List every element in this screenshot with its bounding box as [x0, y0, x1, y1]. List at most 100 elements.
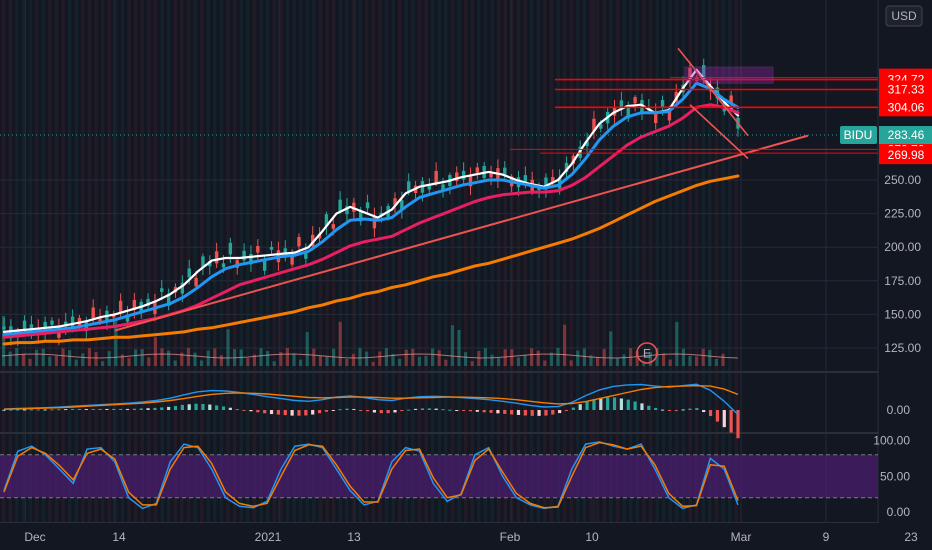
volume-stripe [2, 0, 6, 522]
earnings-marker: E [636, 342, 658, 364]
last-price-tag-bg [879, 126, 932, 145]
volume-stripe [120, 0, 125, 522]
macd-histogram-bar [372, 410, 377, 413]
volume-bar [701, 348, 705, 366]
volume-bar [615, 358, 619, 366]
volume-stripe [219, 0, 224, 522]
volume-bar [173, 360, 177, 366]
volume-bar [186, 348, 190, 366]
symbol-tag-label: BIDU [844, 128, 873, 142]
macd-histogram-bar [9, 409, 13, 411]
macd-histogram-bar [674, 410, 678, 411]
volume-bar [8, 351, 12, 366]
volume-stripe [365, 0, 369, 522]
candle-body [599, 124, 603, 129]
macd-histogram-bar [606, 397, 610, 410]
last-price-tag: 283.46 [879, 126, 932, 145]
macd-histogram-bar [22, 409, 27, 411]
macd-histogram-bar [413, 408, 418, 410]
wedge-line-upper [677, 47, 749, 137]
volume-stripe [543, 0, 547, 522]
macd-histogram-bar [249, 410, 253, 412]
candle-body [249, 253, 253, 265]
macd-histogram-bar [640, 403, 644, 410]
price-tick-label: 225.00 [884, 207, 921, 221]
candle-body [427, 185, 432, 190]
volume-bar [266, 351, 270, 366]
volume-stripe [21, 0, 26, 522]
volume-stripe [523, 0, 527, 522]
stochastic-tick-label: 100.00 [873, 434, 910, 448]
macd-histogram-bar [139, 408, 143, 410]
volume-stripe [609, 0, 613, 522]
volume-stripe [549, 0, 554, 522]
macd-histogram-bar [379, 410, 383, 414]
candle-body [50, 320, 54, 325]
volume-bar [61, 348, 65, 366]
macd-histogram-bar [64, 409, 68, 411]
candle-body [297, 237, 301, 247]
macd-histogram-bar [77, 408, 82, 410]
volume-bar [510, 349, 514, 366]
candle-body [633, 97, 637, 104]
volume-stripe [629, 0, 633, 522]
volume-stripe [536, 0, 540, 522]
volume-stripe [384, 0, 389, 522]
macd-histogram-bar [84, 408, 88, 410]
macd-histogram-bar [70, 408, 75, 410]
candle-body [228, 242, 233, 255]
macd-histogram-bar [578, 404, 582, 410]
macd-histogram-bar [619, 398, 623, 410]
volume-bar [490, 354, 494, 366]
support-trendline [114, 134, 809, 332]
volume-bar [721, 353, 725, 366]
price-level-tag: 317.33 [879, 80, 932, 99]
volume-bar [358, 348, 362, 366]
volume-stripe [596, 0, 600, 522]
volume-stripe [398, 0, 402, 522]
volume-bar [48, 356, 52, 366]
candle-body [585, 141, 589, 146]
macd-histogram-bar [516, 410, 521, 415]
candle-body [112, 314, 116, 318]
volume-bar [272, 361, 276, 366]
volume-stripe [728, 0, 732, 522]
macd-histogram-bar [722, 410, 726, 428]
volume-stripe [655, 0, 659, 522]
volume-bar [74, 359, 78, 366]
volume-stripe [206, 0, 210, 522]
volume-stripe [417, 0, 422, 522]
macd-histogram-bar [160, 407, 164, 410]
macd-histogram-bar [119, 408, 123, 410]
volume-stripe [688, 0, 692, 522]
macd-histogram-bar [695, 408, 699, 410]
macd-histogram-bar [311, 410, 315, 415]
macd-histogram-bar [455, 410, 459, 411]
volume-stripe [285, 0, 290, 522]
price-pane: E [0, 47, 878, 366]
currency-label: USD [891, 9, 917, 23]
candle-body [160, 288, 164, 292]
volume-bar [153, 337, 157, 366]
candle-body [393, 198, 397, 206]
volume-bar [431, 348, 435, 366]
macd-histogram-bar [125, 408, 130, 410]
volume-bar [424, 355, 428, 366]
time-tick-label: 14 [112, 530, 126, 544]
macd-histogram-bar [187, 404, 191, 410]
price-tags-layer: 326.17324.72317.33304.06272.76269.98BIDU… [840, 68, 932, 165]
volume-bar [167, 350, 171, 366]
volume-bar [668, 359, 672, 366]
volume-bar [483, 348, 487, 366]
macd-histogram-bar [290, 410, 294, 416]
volume-bar [285, 348, 289, 366]
volume-stripe [186, 0, 191, 522]
macd-histogram-bar [564, 410, 569, 411]
currency-selector[interactable]: USD [885, 5, 923, 27]
volume-bar [68, 350, 72, 366]
volume-bar [292, 353, 296, 366]
volume-stripe [464, 0, 468, 522]
volume-stripe [675, 0, 679, 522]
